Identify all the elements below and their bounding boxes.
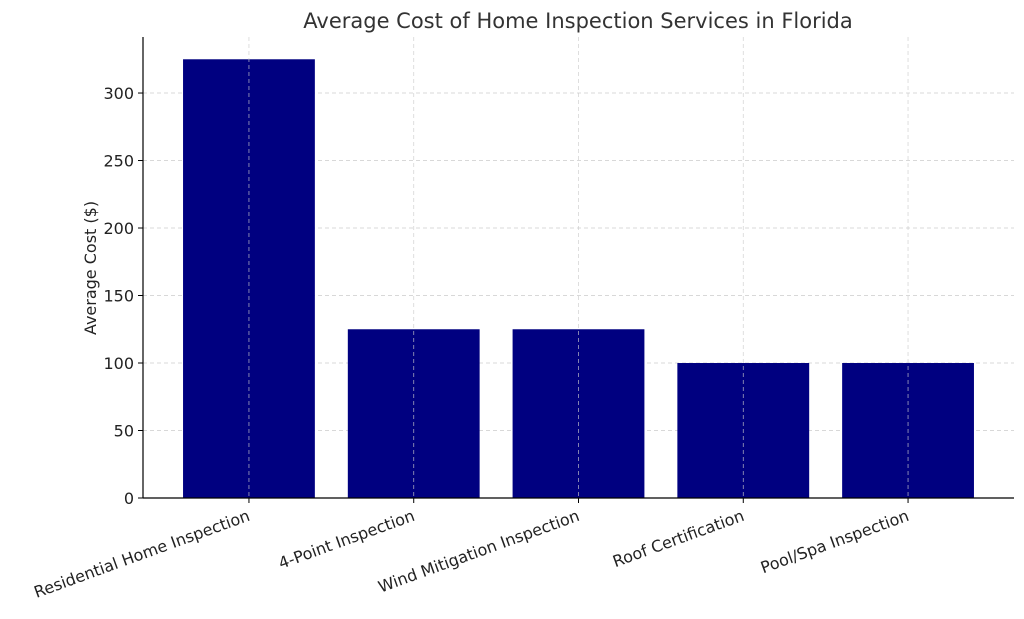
x-tick-label: Residential Home Inspection: [31, 506, 252, 602]
bar: [512, 329, 645, 498]
chart-title: Average Cost of Home Inspection Services…: [303, 9, 853, 33]
y-tick-label: 0: [124, 489, 134, 508]
bar: [347, 329, 480, 498]
x-tick-label: 4-Point Inspection: [276, 506, 417, 573]
x-ticks: Residential Home Inspection 4-Point Inspe…: [31, 498, 911, 602]
y-tick-label: 50: [114, 422, 134, 441]
x-tick-label: Roof Certification: [610, 506, 746, 571]
y-tick-label: 200: [103, 219, 134, 238]
y-ticks: 0 50 100 150 200 250 300: [103, 84, 143, 508]
y-tick-label: 100: [103, 354, 134, 373]
y-tick-label: 150: [103, 287, 134, 306]
y-tick-label: 300: [103, 84, 134, 103]
y-axis-label: Average Cost ($): [81, 201, 100, 335]
y-tick-label: 250: [103, 152, 134, 171]
x-tick-label: Pool/Spa Inspection: [758, 506, 911, 577]
